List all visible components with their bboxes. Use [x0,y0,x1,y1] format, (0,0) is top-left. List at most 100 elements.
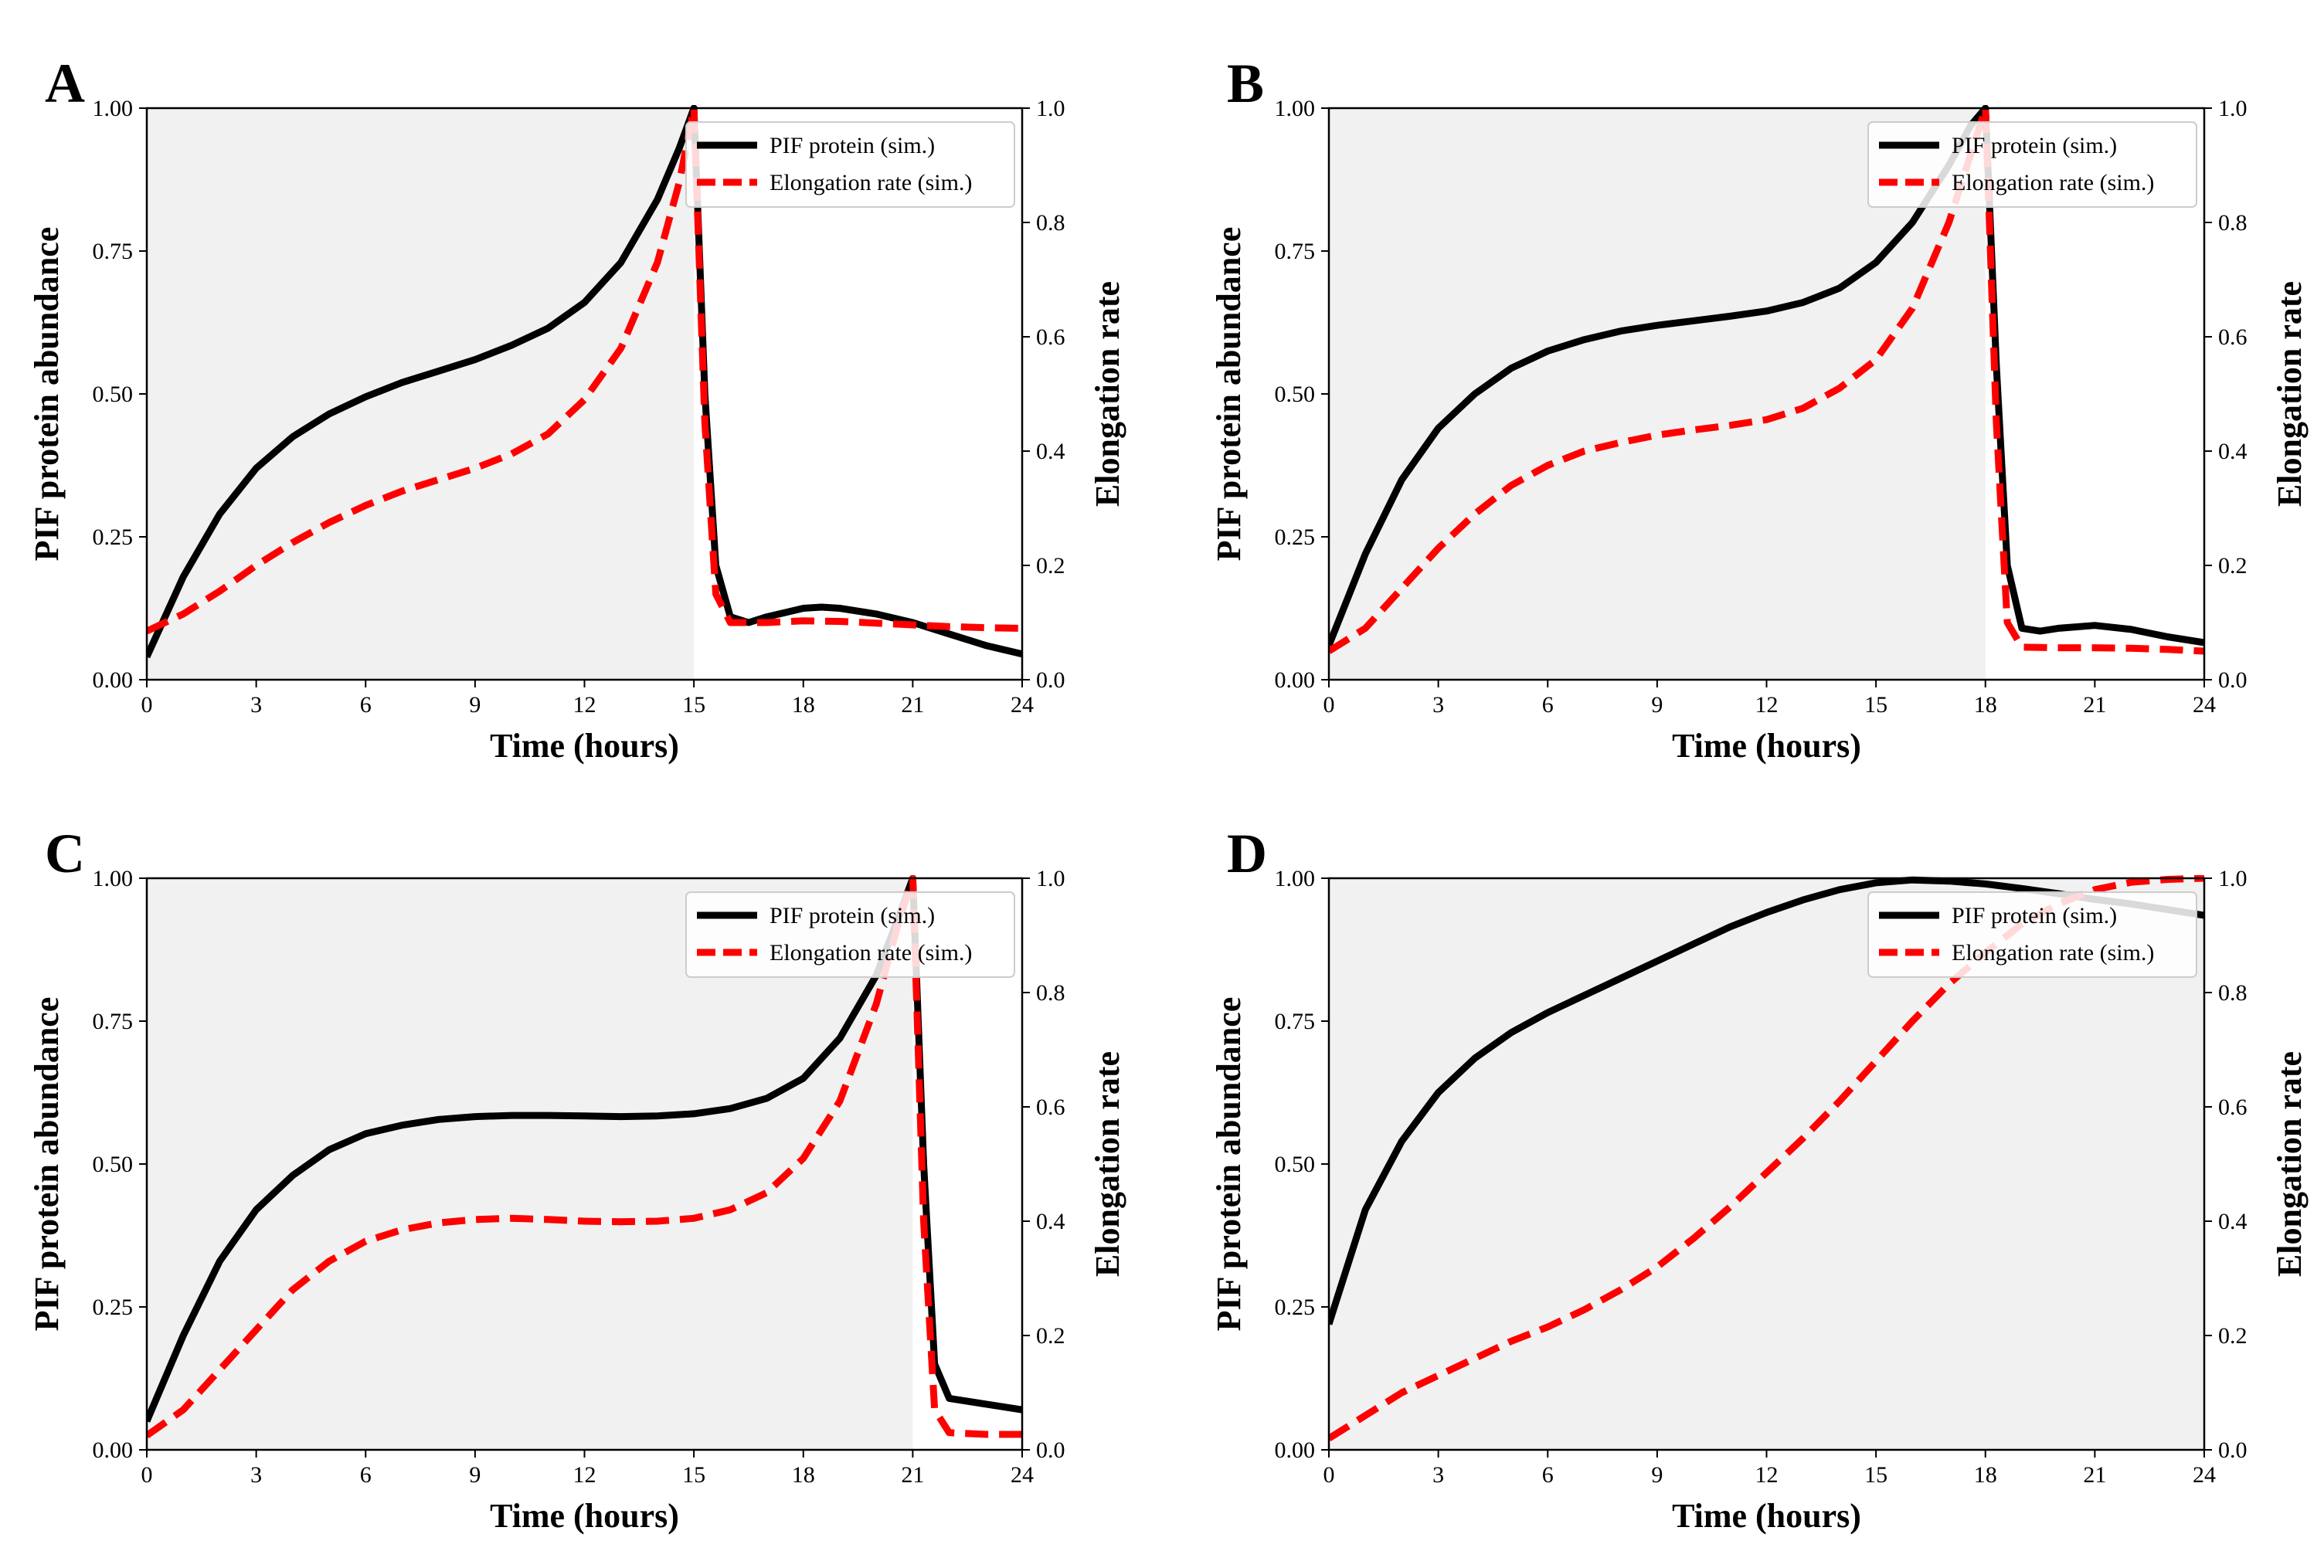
x-tick-label: 24 [1011,692,1034,718]
x-tick-label: 18 [792,692,815,718]
chart-panel-c: C 0 3 6 9 12 15 18 21 24 0.00 0.25 0.50 0.75 1.00 0.0 0.… [28,823,1126,1535]
y-tick-label-left: 1.00 [93,866,134,891]
y-tick-label-left: 0.50 [93,382,134,407]
x-tick-label: 12 [1755,1462,1779,1488]
x-tick-label: 18 [792,1462,815,1488]
plot-frame [145,877,1024,1451]
y-tick-label-right: 0.8 [1036,980,1065,1006]
x-tick-label: 6 [1542,1462,1554,1488]
x-axis-title: Time (hours) [490,727,679,765]
x-axis-title: Time (hours) [1672,1497,1861,1535]
y-tick-label-right: 1.0 [1036,96,1065,121]
panel-letter: B [1227,53,1264,114]
plot-frame [1327,107,2206,681]
legend-label: PIF protein (sim.) [770,133,935,158]
y-axis-title-right: Elongation rate [2271,1051,2309,1277]
x-tick-label: 24 [2193,692,2216,718]
y-tick-label-right: 0.2 [2218,553,2248,579]
y-tick-label-right: 1.0 [2218,866,2248,891]
y-tick-label-left: 0.25 [93,524,134,550]
x-tick-label: 0 [1323,692,1335,718]
x-tick-label: 3 [250,1462,262,1488]
y-tick-label-left: 1.00 [1275,96,1316,121]
elongation-rate-line [147,105,1022,635]
y-tick-label-left: 0.25 [93,1295,134,1320]
y-tick-label-left: 0.00 [1275,667,1316,693]
y-tick-label-left: 0.25 [1275,524,1316,550]
legend-box [685,891,1015,978]
x-tick-label: 12 [573,692,596,718]
x-tick-label: 24 [1011,1462,1034,1488]
y-tick-label-right: 0.8 [2218,210,2248,236]
x-tick-label: 18 [1974,1462,1997,1488]
x-tick-label: 21 [901,1462,924,1488]
y-tick-label-right: 0.4 [2218,439,2248,464]
y-tick-label-right: 0.0 [1036,1437,1065,1463]
pif-protein-line [1329,105,2204,647]
elongation-rate-line [1329,105,2204,655]
x-tick-label: 21 [901,692,924,718]
x-tick-label: 0 [141,692,153,718]
x-tick-label: 12 [573,1462,596,1488]
y-axis-title-left: PIF protein abundance [28,227,66,562]
x-tick-label: 6 [1542,692,1554,718]
chart-panel-d: D 0 3 6 9 12 15 18 21 24 0.00 0.25 0.50 0.75 1.00 0.0 0.… [1210,823,2309,1535]
chart-panel-a: A 0 3 6 9 12 15 18 21 24 0.00 0.25 0.50 0.75 1.00 0.0 0.… [28,53,1126,765]
y-axis-title-left: PIF protein abundance [1210,227,1248,562]
plot-frame [1327,877,2206,1451]
chart-panel-b: B 0 3 6 9 12 15 18 21 24 0.00 0.25 0.50 0.75 1.00 0.0 0.… [1210,53,2309,765]
legend-label: PIF protein (sim.) [1952,903,2117,928]
legend-label: Elongation rate (sim.) [1952,170,2154,195]
dark-period-shading [147,108,695,680]
pif-protein-line [147,105,1022,659]
y-tick-label-left: 0.50 [1275,382,1316,407]
x-tick-label: 3 [1432,1462,1444,1488]
x-axis-title: Time (hours) [1672,727,1861,765]
legend-box [1867,121,2197,208]
x-tick-label: 6 [360,692,372,718]
y-tick-label-right: 0.0 [2218,1437,2248,1463]
x-tick-label: 9 [1651,1462,1663,1488]
legend-box [685,121,1015,208]
y-tick-label-right: 0.4 [1036,1209,1065,1234]
y-axis-title-right: Elongation rate [1089,1051,1126,1277]
y-tick-label-right: 1.0 [1036,866,1065,891]
y-tick-label-right: 0.2 [1036,553,1065,579]
y-tick-label-right: 0.2 [1036,1323,1065,1349]
x-tick-label: 3 [1432,692,1444,718]
x-tick-label: 9 [469,692,481,718]
x-tick-label: 9 [1651,692,1663,718]
y-tick-label-left: 0.75 [1275,239,1316,264]
x-tick-label: 15 [1864,692,1887,718]
x-tick-label: 21 [2083,1462,2106,1488]
legend-label: Elongation rate (sim.) [770,170,972,195]
x-tick-label: 15 [682,692,705,718]
y-tick-label-right: 0.4 [1036,439,1065,464]
x-tick-label: 12 [1755,692,1779,718]
x-tick-label: 9 [469,1462,481,1488]
y-tick-label-right: 0.8 [1036,210,1065,236]
y-tick-label-left: 0.00 [93,667,134,693]
x-tick-label: 15 [1864,1462,1887,1488]
x-tick-label: 0 [1323,1462,1335,1488]
y-tick-label-right: 0.2 [2218,1323,2248,1349]
y-tick-label-right: 0.8 [2218,980,2248,1006]
y-tick-label-left: 1.00 [93,96,134,121]
y-tick-label-right: 0.0 [2218,667,2248,693]
legend-label: PIF protein (sim.) [770,903,935,928]
legend-label: Elongation rate (sim.) [770,940,972,966]
panel-letter: C [45,823,85,884]
y-tick-label-right: 0.4 [2218,1209,2248,1234]
legend-label: Elongation rate (sim.) [1952,940,2154,966]
y-tick-label-left: 0.75 [93,239,134,264]
legend-box [1867,891,2197,978]
panel-letter: A [45,53,85,114]
plot-frame [145,107,1024,681]
y-tick-label-right: 0.0 [1036,667,1065,693]
y-tick-label-left: 0.75 [1275,1009,1316,1034]
x-tick-label: 21 [2083,692,2106,718]
panel-letter: D [1227,823,1267,884]
y-tick-label-right: 0.6 [1036,1095,1065,1120]
y-tick-label-left: 0.00 [1275,1437,1316,1463]
